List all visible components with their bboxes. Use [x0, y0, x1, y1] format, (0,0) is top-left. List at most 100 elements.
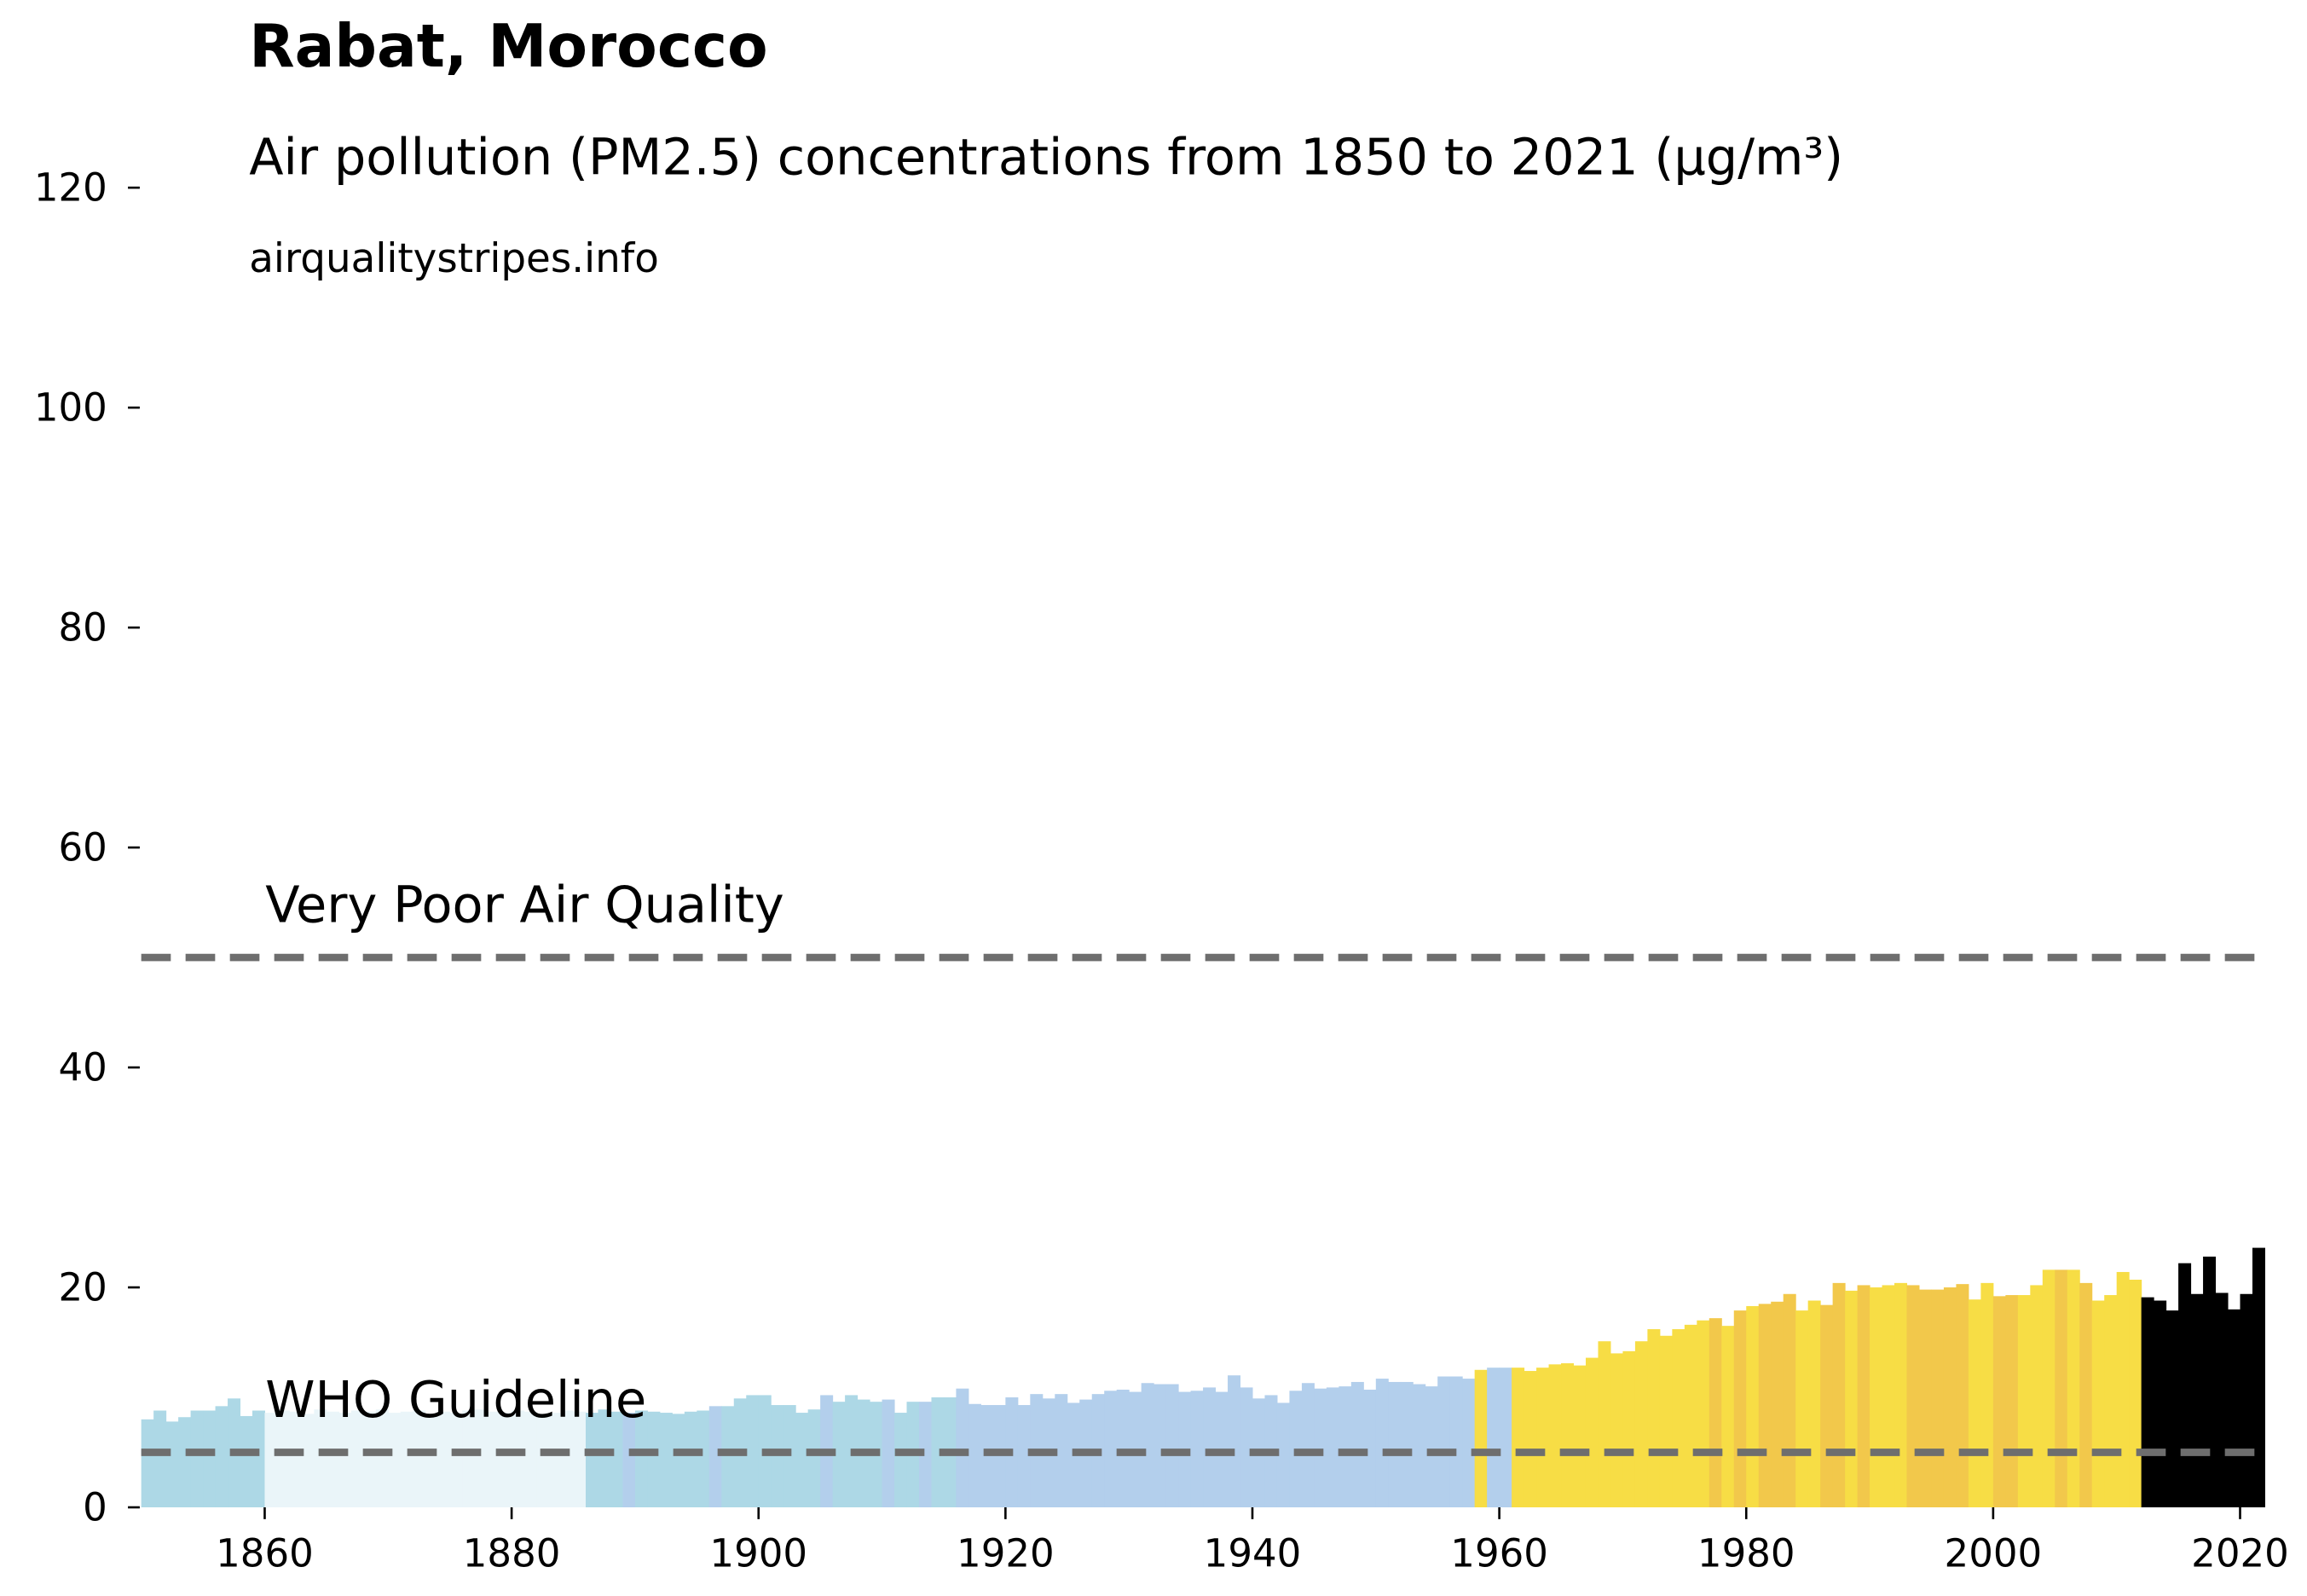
bar	[721, 1406, 735, 1507]
bar	[980, 1405, 994, 1507]
x-tick-label: 1900	[709, 1530, 807, 1576]
bar	[178, 1417, 192, 1507]
bar	[2104, 1295, 2118, 1507]
bar	[585, 1413, 598, 1507]
bar	[1203, 1387, 1217, 1507]
bar	[931, 1397, 945, 1507]
bar	[2116, 1271, 2130, 1507]
bar	[512, 1410, 525, 1507]
bar	[746, 1395, 760, 1507]
bar	[1474, 1369, 1488, 1507]
bar	[832, 1402, 846, 1507]
bar	[1375, 1379, 1389, 1507]
bar	[462, 1410, 476, 1507]
bar	[1154, 1384, 1167, 1507]
bar	[610, 1411, 623, 1507]
bar	[1733, 1310, 1747, 1507]
x-tick-label: 2000	[1945, 1530, 2043, 1576]
bar	[1980, 1282, 1994, 1507]
y-tick-label: 120	[34, 165, 107, 211]
bar	[771, 1405, 784, 1507]
bar	[1228, 1375, 1241, 1507]
bar	[2252, 1247, 2265, 1507]
bar	[1771, 1301, 1784, 1507]
bar	[375, 1409, 389, 1507]
bar	[2067, 1269, 2080, 1507]
bar	[622, 1413, 636, 1507]
bar	[1141, 1383, 1154, 1507]
bar	[1388, 1381, 1402, 1507]
bar	[326, 1411, 339, 1507]
bar	[1807, 1300, 1821, 1507]
x-tick-label: 1860	[216, 1530, 314, 1576]
bar	[350, 1410, 364, 1507]
bar	[487, 1411, 500, 1507]
bar	[276, 1410, 290, 1507]
bar	[388, 1413, 402, 1507]
bar	[2154, 1300, 2167, 1507]
bar	[1870, 1287, 1883, 1507]
x-tick-label: 1960	[1450, 1530, 1548, 1576]
bar	[1437, 1376, 1451, 1507]
bar	[1017, 1405, 1031, 1507]
bar	[2042, 1269, 2055, 1507]
bar	[1943, 1287, 1957, 1507]
bar	[1992, 1296, 2006, 1507]
bar	[499, 1413, 512, 1507]
bar	[1425, 1386, 1438, 1507]
bar	[1536, 1368, 1550, 1507]
bar	[215, 1406, 228, 1507]
bar	[561, 1410, 575, 1507]
bar	[1116, 1389, 1130, 1507]
bar	[2141, 1297, 2154, 1507]
reference-label: WHO Guideline	[265, 1370, 646, 1429]
bar	[449, 1413, 463, 1507]
bar	[1647, 1329, 1661, 1507]
x-tick-label: 1940	[1204, 1530, 1302, 1576]
bar	[807, 1409, 821, 1507]
bar	[474, 1409, 488, 1507]
bar	[2165, 1310, 2179, 1507]
bar	[1795, 1310, 1809, 1507]
bar	[1240, 1387, 1253, 1507]
bar	[1314, 1388, 1327, 1507]
bar	[956, 1388, 969, 1507]
bar	[165, 1421, 179, 1507]
bar	[1499, 1368, 1512, 1507]
bar	[314, 1409, 327, 1507]
bar	[523, 1411, 537, 1507]
bar	[968, 1403, 981, 1507]
bar	[548, 1413, 562, 1507]
bar	[203, 1410, 217, 1507]
bar	[1918, 1289, 1932, 1507]
bar	[684, 1411, 697, 1507]
bar	[153, 1410, 167, 1507]
bar	[1598, 1341, 1611, 1507]
bar	[659, 1413, 673, 1507]
bar	[400, 1411, 413, 1507]
bar	[598, 1409, 611, 1507]
bar	[413, 1410, 426, 1507]
bar	[1746, 1305, 1760, 1507]
bar	[1512, 1368, 1525, 1507]
bar	[2215, 1292, 2229, 1507]
bar	[1326, 1387, 1339, 1507]
bar	[1104, 1391, 1118, 1507]
bar	[1820, 1304, 1834, 1507]
bar	[1165, 1384, 1179, 1507]
bar	[882, 1399, 895, 1507]
bar	[2017, 1295, 2031, 1507]
bar	[1783, 1293, 1796, 1507]
y-tick-label: 60	[58, 825, 107, 870]
bar	[672, 1414, 685, 1507]
bar	[697, 1410, 710, 1507]
bar	[1350, 1381, 1364, 1507]
bar	[1894, 1282, 1908, 1507]
bar	[1857, 1285, 1870, 1507]
bar	[2228, 1309, 2241, 1507]
y-tick-label: 40	[58, 1045, 107, 1090]
bar	[1055, 1394, 1068, 1507]
bar	[1622, 1350, 1636, 1507]
source: airqualitystripes.info	[249, 236, 659, 282]
bar	[1548, 1364, 1562, 1507]
